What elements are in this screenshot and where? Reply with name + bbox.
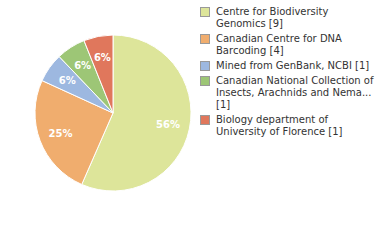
html-text:Canadian Centre for DNA Barcod: Canadian Centre for DNA Barcoding [4] bbox=[216, 33, 342, 56]
svg-text:6%: 6% bbox=[94, 52, 111, 63]
svg-text:56%: 56% bbox=[156, 119, 180, 130]
html-text:Canadian National Collection o: Canadian National Collection of Insects,… bbox=[216, 75, 374, 110]
html-text:Centre for Biodiversity Genomi: Centre for Biodiversity Genomics [9] bbox=[216, 6, 329, 29]
svg-text:6%: 6% bbox=[59, 75, 76, 86]
html-text:Mined from GenBank, NCBI [1]: Mined from GenBank, NCBI [1] bbox=[216, 60, 370, 71]
svg-text:6%: 6% bbox=[74, 60, 91, 71]
html-text:Biology department of Universi: Biology department of University of Flor… bbox=[216, 114, 343, 137]
svg-text:25%: 25% bbox=[49, 128, 73, 139]
